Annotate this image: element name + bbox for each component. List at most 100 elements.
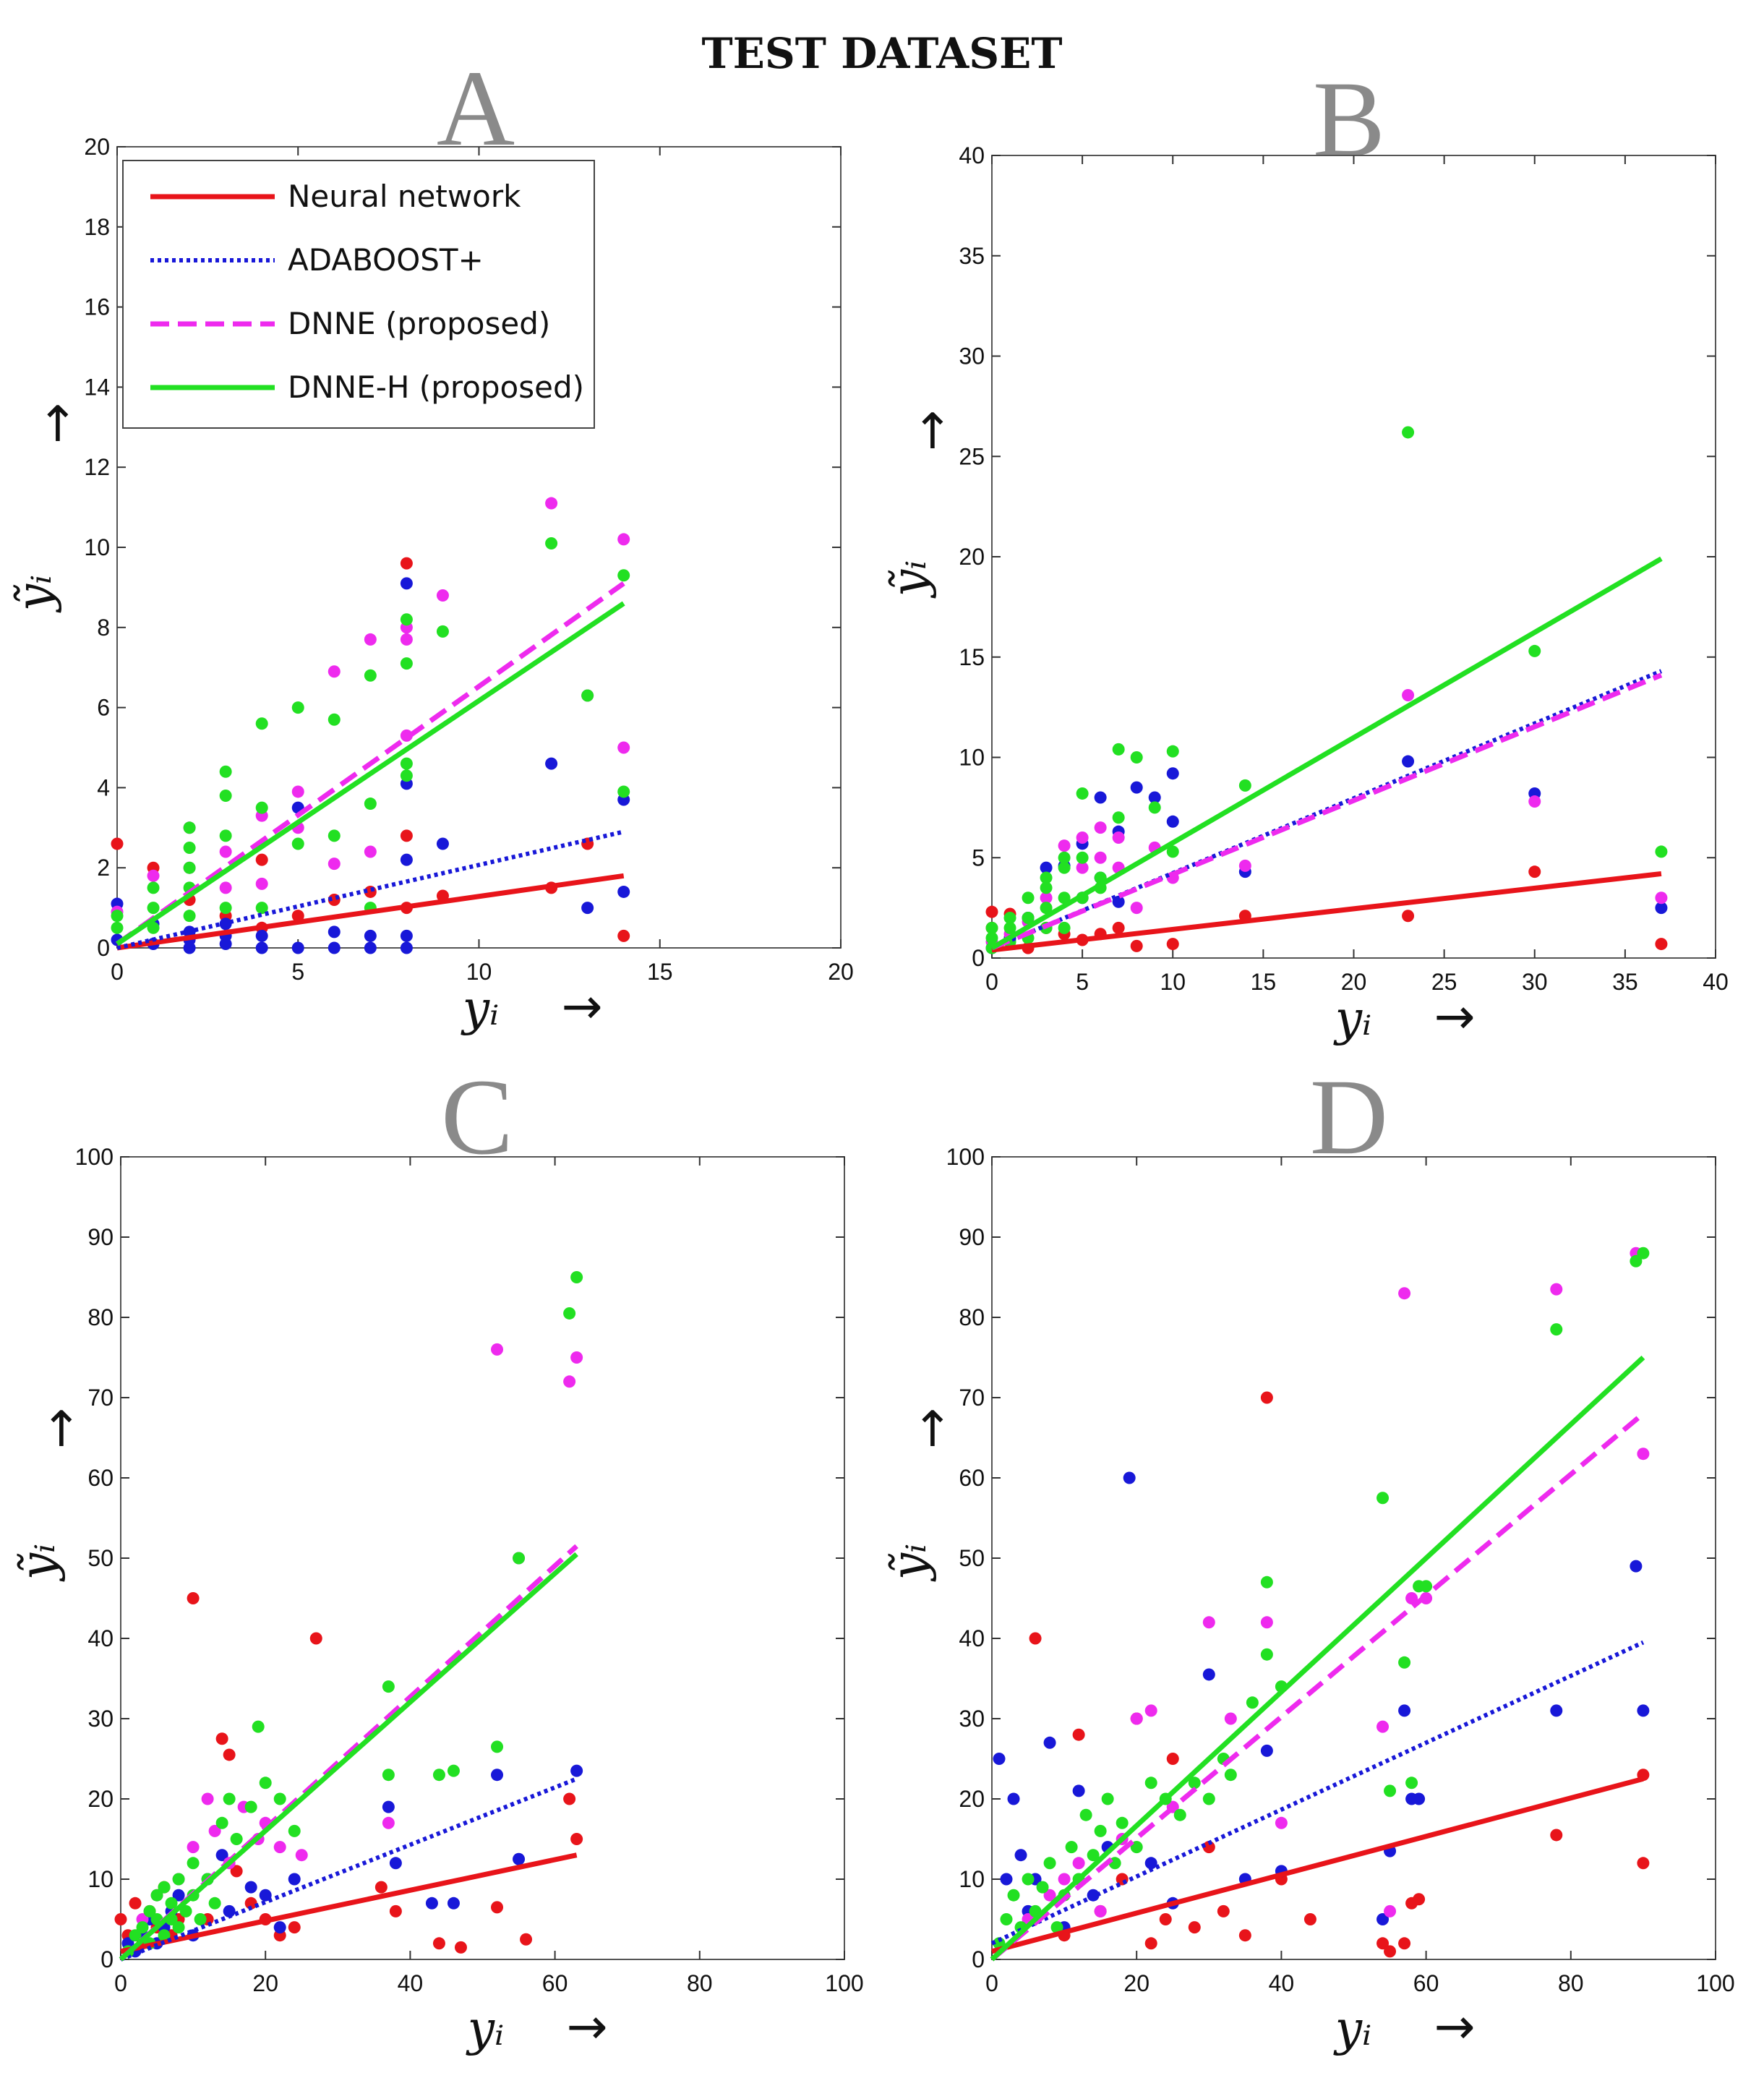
x-tick-label: 40 xyxy=(1269,1970,1295,1996)
data-point xyxy=(215,1816,228,1829)
data-point xyxy=(400,657,413,670)
y-tick-label: 0 xyxy=(972,945,985,971)
data-point xyxy=(1000,1873,1013,1886)
x-tick-label: 60 xyxy=(542,1970,568,1996)
data-point xyxy=(617,569,630,582)
legend-label-dnneh: DNNE-H (proposed) xyxy=(288,369,584,405)
plot-frame xyxy=(991,1156,1716,1960)
data-point xyxy=(1007,1889,1020,1902)
data-point xyxy=(1303,1913,1316,1925)
data-point xyxy=(1224,1769,1237,1782)
data-point xyxy=(447,1897,460,1910)
data-point xyxy=(570,1833,583,1845)
data-point xyxy=(1003,912,1016,924)
y-tick-label: 6 xyxy=(97,695,110,721)
data-point xyxy=(400,941,413,954)
x-tick-label: 20 xyxy=(1341,969,1367,995)
data-point xyxy=(1029,1632,1042,1645)
data-point xyxy=(1087,1849,1100,1862)
y-tick-label: 35 xyxy=(959,243,985,269)
data-point xyxy=(1166,1753,1179,1765)
data-point xyxy=(400,829,413,842)
data-point xyxy=(219,765,232,778)
data-point xyxy=(1130,1712,1143,1725)
data-point xyxy=(219,789,232,802)
x-axis-label: yᵢ xyxy=(461,980,500,1036)
data-point xyxy=(259,1776,272,1790)
y-tick-label: 20 xyxy=(959,544,985,570)
data-point xyxy=(183,910,196,923)
data-point xyxy=(563,1792,576,1805)
fit-line-dnneh xyxy=(119,1552,578,1962)
legend: Neural network ADABOOST+ DNNE (proposed) DN… xyxy=(122,160,595,429)
y-tick-label: 30 xyxy=(959,343,985,369)
data-point xyxy=(1398,1937,1411,1950)
data-point xyxy=(230,1865,243,1878)
y-tick-label: 90 xyxy=(959,1224,985,1250)
data-point xyxy=(255,717,268,730)
data-point xyxy=(244,1800,257,1813)
y-axis-arrow: ↑ xyxy=(41,1401,82,1458)
data-point xyxy=(1528,865,1541,878)
data-point xyxy=(1159,1913,1172,1925)
data-point xyxy=(1550,1323,1563,1336)
data-point xyxy=(187,1841,200,1854)
data-point xyxy=(1238,859,1251,872)
data-point xyxy=(1402,755,1415,768)
data-point xyxy=(1022,1873,1035,1886)
data-point xyxy=(1413,1893,1426,1906)
data-point xyxy=(985,905,998,918)
fit-line-dnneh xyxy=(990,556,1663,951)
data-point xyxy=(219,845,232,858)
data-point xyxy=(208,1897,221,1910)
data-point xyxy=(1112,831,1125,844)
data-point xyxy=(111,921,124,934)
data-point xyxy=(1148,801,1161,814)
data-point xyxy=(1040,902,1053,915)
data-point xyxy=(447,1764,460,1777)
data-point xyxy=(179,1904,192,1917)
x-axis-label: yᵢ xyxy=(1333,2001,1372,2056)
y-tick-label: 60 xyxy=(87,1465,114,1491)
data-point xyxy=(1376,1492,1390,1505)
legend-box xyxy=(122,160,595,429)
y-tick-label: 50 xyxy=(87,1545,114,1571)
data-point xyxy=(1076,787,1089,800)
data-point xyxy=(208,1824,221,1837)
data-point xyxy=(617,533,630,546)
data-point xyxy=(400,853,413,866)
data-point xyxy=(172,1889,185,1902)
x-tick-label: 40 xyxy=(1703,969,1729,995)
data-point xyxy=(1376,1913,1390,1925)
fit-line-dnne xyxy=(119,1544,578,1962)
y-tick-label: 0 xyxy=(972,1946,985,1972)
fit-line-nn xyxy=(116,873,625,951)
data-point xyxy=(147,869,160,882)
data-point xyxy=(1655,902,1668,915)
data-point xyxy=(513,1552,526,1565)
data-point xyxy=(327,925,341,938)
data-point xyxy=(1043,1736,1056,1749)
y-tick-label: 40 xyxy=(959,142,985,168)
data-point xyxy=(1040,861,1053,874)
data-point xyxy=(327,858,341,871)
y-tick-label: 20 xyxy=(959,1786,985,1812)
data-point xyxy=(1260,1391,1273,1404)
y-tick-label: 4 xyxy=(97,774,110,800)
x-tick-label: 10 xyxy=(466,959,492,985)
data-point xyxy=(1238,1929,1251,1942)
data-point xyxy=(273,1841,286,1854)
data-point xyxy=(382,1769,395,1782)
data-point xyxy=(425,1897,438,1910)
data-point xyxy=(219,902,232,915)
data-point xyxy=(219,829,232,842)
data-point xyxy=(114,1913,127,1925)
data-point xyxy=(1550,1829,1563,1842)
data-point xyxy=(563,1307,576,1320)
plot-frame xyxy=(120,1156,845,1960)
data-point xyxy=(1130,751,1143,764)
x-tick-label: 20 xyxy=(828,959,854,985)
data-point xyxy=(129,1929,142,1942)
data-point xyxy=(1094,821,1107,834)
